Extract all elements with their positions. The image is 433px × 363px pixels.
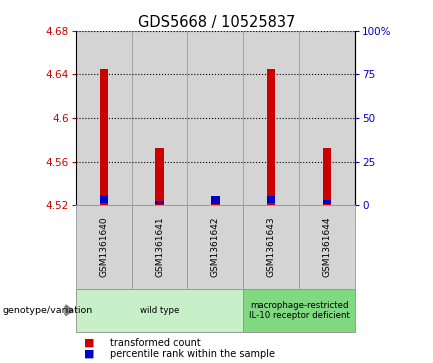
Text: GSM1361642: GSM1361642: [211, 217, 220, 277]
Bar: [211, 204, 220, 205]
Bar: [155, 201, 164, 204]
Text: ■: ■: [84, 349, 95, 359]
Text: ■: ■: [84, 338, 95, 348]
Bar: [76, 289, 243, 332]
Bar: [323, 200, 331, 204]
Bar: [76, 205, 132, 289]
Text: genotype/variation: genotype/variation: [2, 306, 92, 315]
Bar: [187, 31, 243, 205]
Bar: [132, 205, 187, 289]
Text: GDS5668 / 10525837: GDS5668 / 10525837: [138, 15, 295, 29]
Bar: [267, 196, 275, 203]
Bar: [267, 69, 275, 205]
Bar: [211, 196, 220, 204]
Bar: [243, 31, 299, 205]
Bar: [100, 69, 108, 205]
Bar: [243, 289, 355, 332]
Text: wild type: wild type: [140, 306, 179, 315]
Text: GSM1361644: GSM1361644: [323, 217, 332, 277]
Text: macrophage-restricted
IL-10 receptor deficient: macrophage-restricted IL-10 receptor def…: [249, 301, 349, 320]
Bar: [132, 31, 187, 205]
Text: GSM1361641: GSM1361641: [155, 216, 164, 277]
Bar: [299, 205, 355, 289]
FancyArrow shape: [65, 305, 73, 316]
Text: percentile rank within the sample: percentile rank within the sample: [110, 349, 275, 359]
Bar: [187, 205, 243, 289]
Bar: [243, 205, 299, 289]
Bar: [100, 195, 108, 203]
Text: GSM1361643: GSM1361643: [267, 216, 276, 277]
Bar: [155, 148, 164, 205]
Bar: [323, 148, 331, 205]
Bar: [299, 31, 355, 205]
Bar: [76, 31, 132, 205]
Text: GSM1361640: GSM1361640: [99, 216, 108, 277]
Text: transformed count: transformed count: [110, 338, 201, 348]
